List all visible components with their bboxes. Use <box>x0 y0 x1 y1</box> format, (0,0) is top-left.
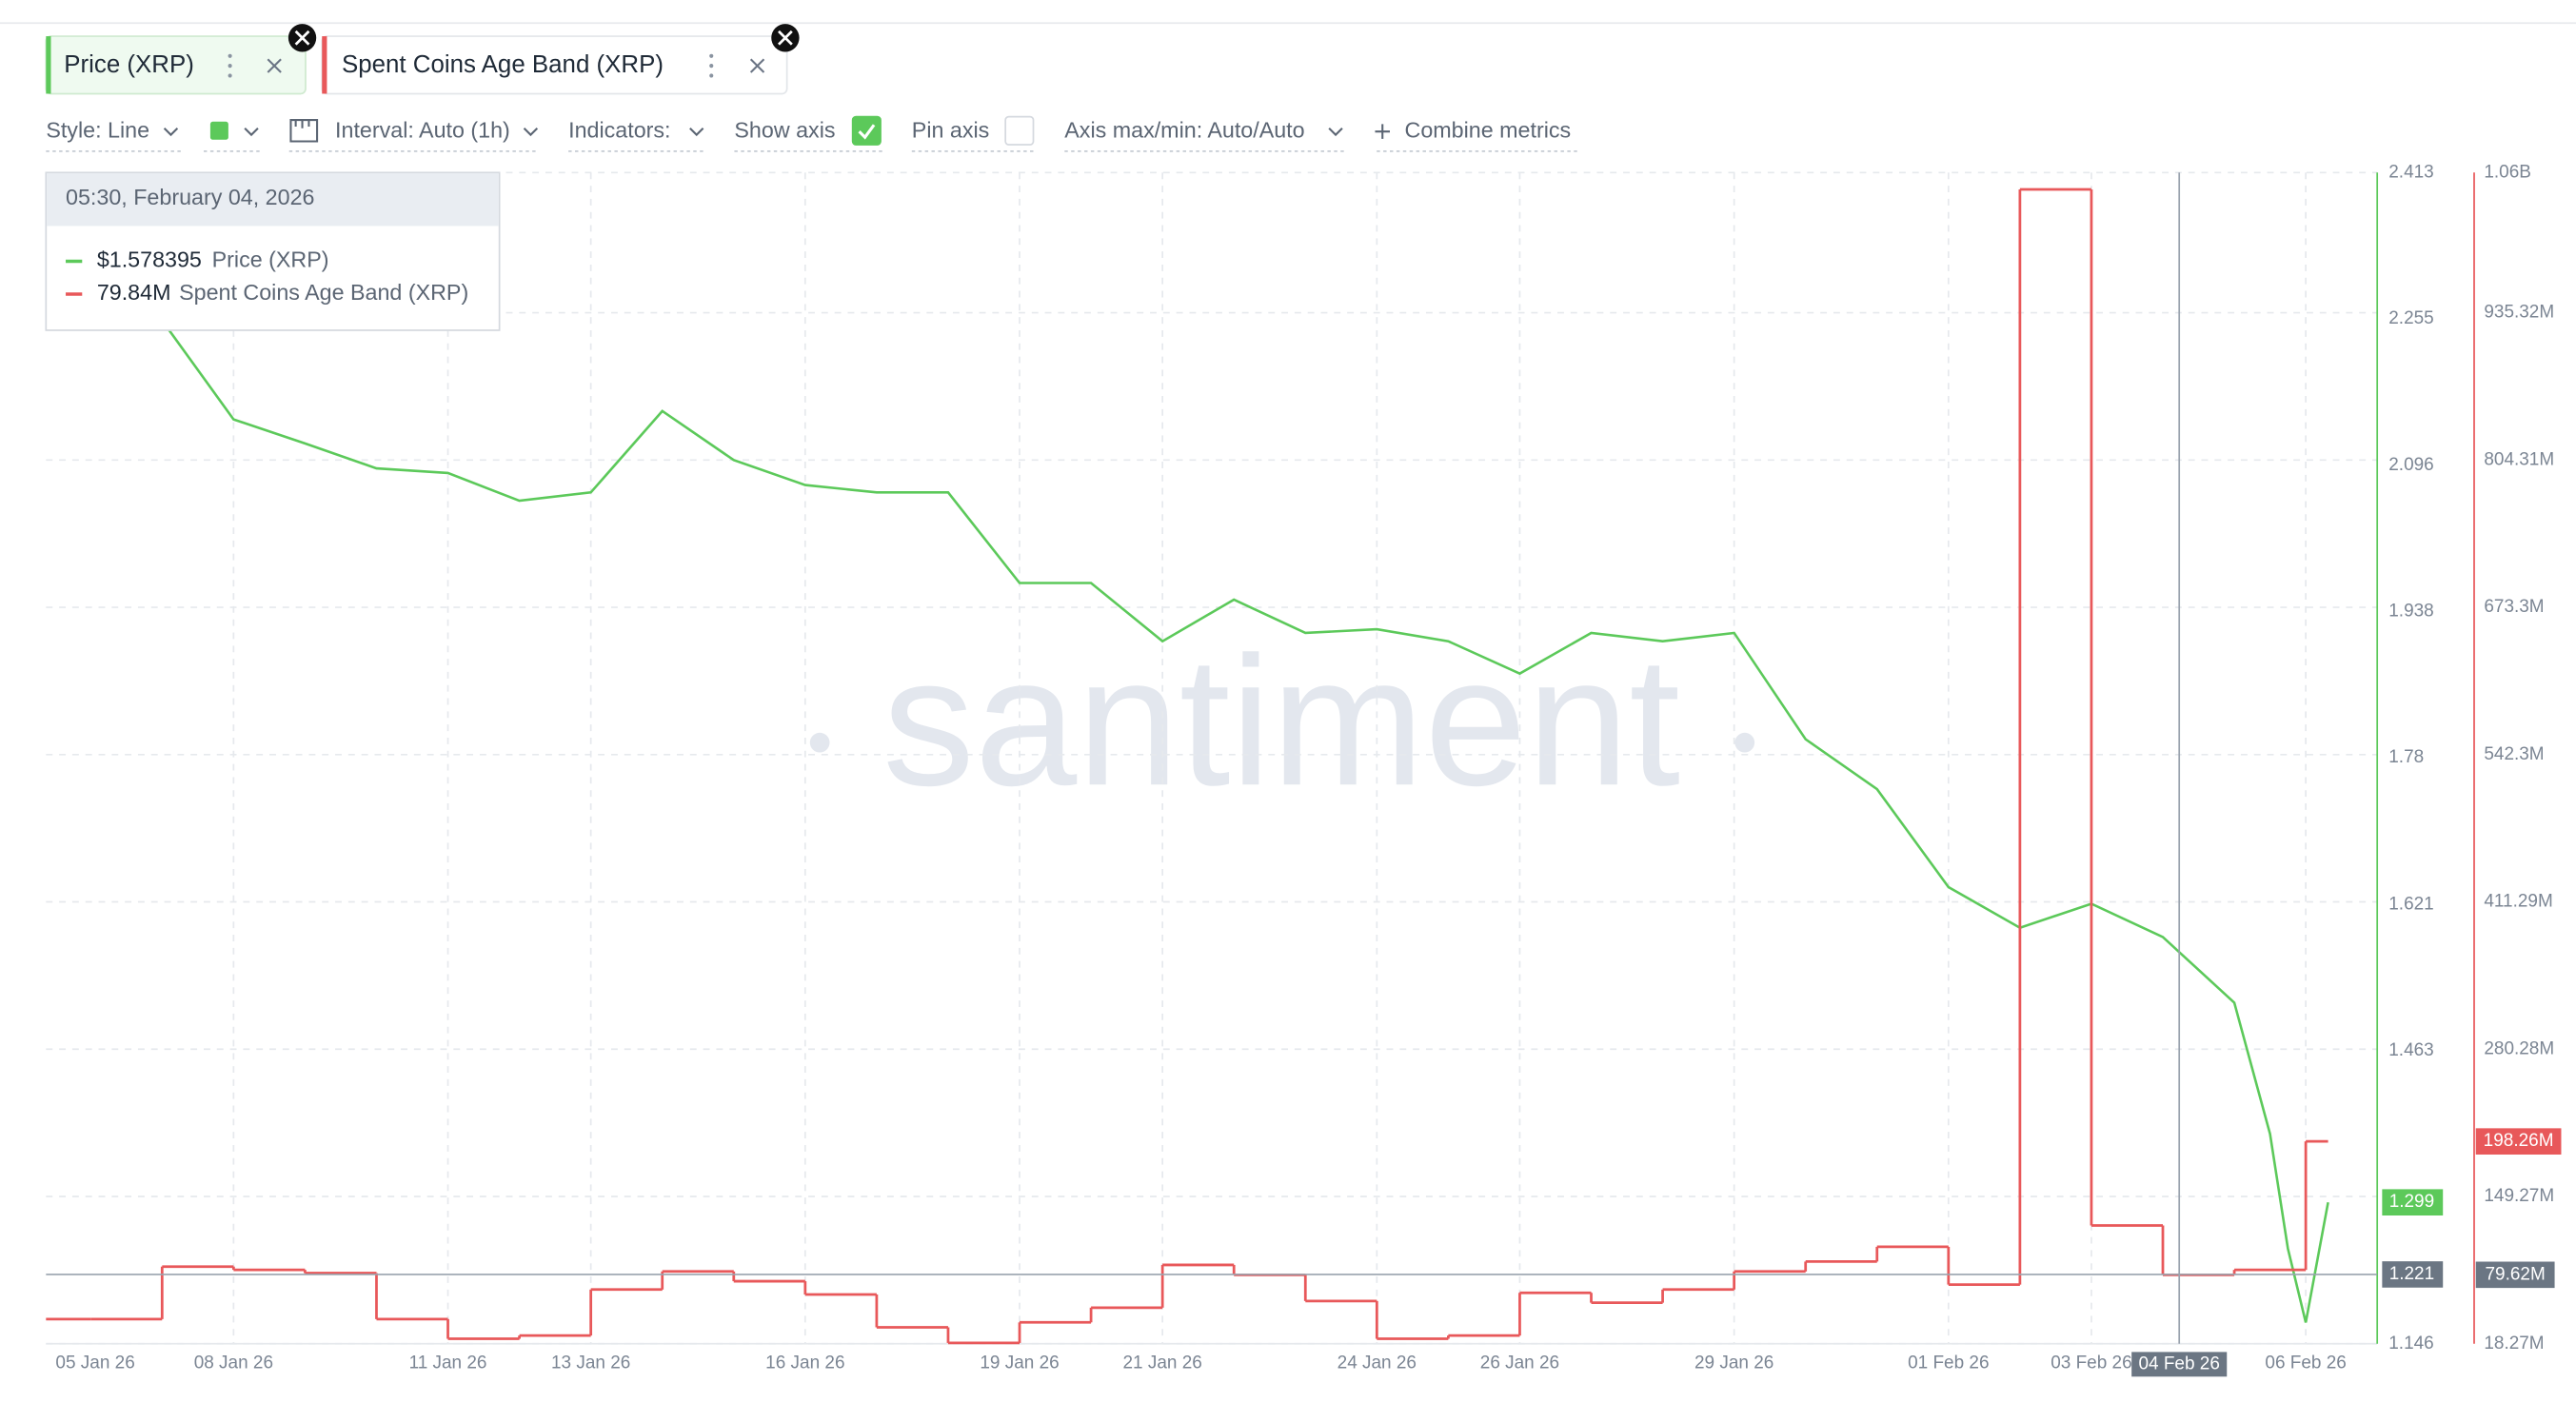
close-badge[interactable] <box>771 24 800 52</box>
x-tick-label: 26 Jan 26 <box>1480 1353 1559 1373</box>
y2-tick-label: 1.06B <box>2484 162 2531 182</box>
checkmark <box>858 124 876 140</box>
watermark: santiment <box>809 618 1755 823</box>
x-tick-label: 11 Jan 26 <box>409 1353 487 1373</box>
x-tick-label: 05 Jan 26 <box>55 1353 134 1373</box>
price-line <box>53 261 2329 1323</box>
crosshair-y-label: 1.221 <box>2389 1264 2434 1284</box>
crosshair-x-label: 04 Feb 26 <box>2138 1354 2219 1373</box>
checkbox-box <box>851 115 882 146</box>
pin-axis-checkbox[interactable] <box>1004 115 1035 146</box>
x-tick-label: 01 Feb 26 <box>1908 1353 1989 1373</box>
y-tick-label: 2.096 <box>2388 455 2433 475</box>
combine-metrics[interactable]: Combine metrics <box>1405 117 1572 142</box>
y2-tick-label: 542.3M <box>2484 744 2544 764</box>
crosshair-x-badge <box>2131 1352 2228 1377</box>
chevron <box>689 127 704 137</box>
tooltip: 05:30, February 04, 2026 $1.578395 Price… <box>45 171 501 331</box>
chevron <box>244 127 259 137</box>
x-tick-label: 29 Jan 26 <box>1694 1353 1773 1373</box>
menu-icon[interactable] <box>709 53 714 78</box>
y2-tick-label: 149.27M <box>2484 1186 2554 1206</box>
y-tick-label: 1.938 <box>2388 602 2433 622</box>
chevron <box>523 127 539 137</box>
y2-tick-label: 280.28M <box>2484 1038 2554 1058</box>
axis-minmax-select[interactable]: Axis max/min: Auto/Auto <box>1064 117 1304 142</box>
remove-icon[interactable] <box>267 58 282 73</box>
chevron <box>1328 127 1343 137</box>
tooltip-time: 05:30, February 04, 2026 <box>66 185 314 209</box>
metric-tab[interactable]: Price (XRP) <box>45 35 307 95</box>
menu-icon[interactable] <box>228 53 232 78</box>
tooltip-series: Spent Coins Age Band (XRP) <box>179 280 468 305</box>
tab-color <box>46 36 51 94</box>
color-picker[interactable] <box>209 121 228 140</box>
style-select[interactable]: Style: Line <box>46 117 149 142</box>
tooltip-series: Price (XRP) <box>212 247 329 272</box>
tab-color <box>322 36 327 94</box>
interval-select[interactable]: Interval: Auto (1h) <box>335 117 510 142</box>
pin-axis-label[interactable]: Pin axis <box>912 117 990 142</box>
y2-tick-label: 673.3M <box>2484 597 2544 617</box>
x-tick-label: 16 Jan 26 <box>765 1353 844 1373</box>
y2-tick-label: 804.31M <box>2484 449 2554 469</box>
crosshair-y2-label: 79.62M <box>2486 1264 2546 1284</box>
plot: 05 Jan 26 08 Jan 26 11 Jan 26 13 Jan 26 16 J… <box>46 162 2562 1377</box>
x-tick-label: 03 Feb 26 <box>2051 1353 2131 1373</box>
watermark-text: santiment <box>882 618 1680 823</box>
metric-tab[interactable]: Spent Coins Age Band (XRP) <box>321 35 788 95</box>
tab-label: Spent Coins Age Band (XRP) <box>342 51 664 78</box>
crosshair-y2-badge <box>2475 1261 2555 1289</box>
last-value-badge <box>2475 1128 2562 1155</box>
tab-label: Price (XRP) <box>64 51 194 78</box>
y-tick-label: 2.255 <box>2388 308 2433 328</box>
tooltip-value: 79.84M <box>97 280 171 305</box>
y-tick-label: 1.621 <box>2388 894 2433 914</box>
tooltip-header <box>47 173 499 227</box>
last-value-label: 1.299 <box>2389 1192 2434 1212</box>
show-axis-checkbox[interactable] <box>851 115 882 146</box>
last-value-label: 198.26M <box>2484 1131 2554 1151</box>
y-tick-label: 1.146 <box>2388 1334 2433 1354</box>
y-tick-label: 2.413 <box>2388 162 2433 182</box>
last-value-badge <box>2382 1189 2444 1215</box>
tooltip-value: $1.578395 <box>97 247 202 272</box>
y-tick-label: 1.463 <box>2388 1040 2433 1060</box>
y2-tick-label: 935.32M <box>2484 303 2554 323</box>
y-tick-label: 1.78 <box>2388 747 2424 767</box>
chevron <box>163 127 179 137</box>
crosshair-y-badge <box>2382 1261 2444 1288</box>
interval-icon <box>289 119 319 143</box>
y2-tick-label: 18.27M <box>2484 1334 2544 1354</box>
close-badge[interactable] <box>287 24 317 52</box>
x-tick-label: 13 Jan 26 <box>551 1353 630 1373</box>
indicators-select[interactable]: Indicators: <box>568 117 670 142</box>
remove-icon[interactable] <box>749 58 765 73</box>
x-tick-label: 21 Jan 26 <box>1122 1353 1201 1373</box>
show-axis-label[interactable]: Show axis <box>734 117 835 142</box>
x-tick-label: 08 Jan 26 <box>194 1353 273 1373</box>
x-tick-label: 24 Jan 26 <box>1338 1353 1417 1373</box>
y2-tick-label: 411.29M <box>2484 892 2552 912</box>
plus-icon <box>1375 124 1390 139</box>
x-tick-label: 19 Jan 26 <box>980 1353 1059 1373</box>
checkbox-box <box>1004 115 1035 146</box>
x-tick-label: 06 Feb 26 <box>2265 1353 2346 1373</box>
